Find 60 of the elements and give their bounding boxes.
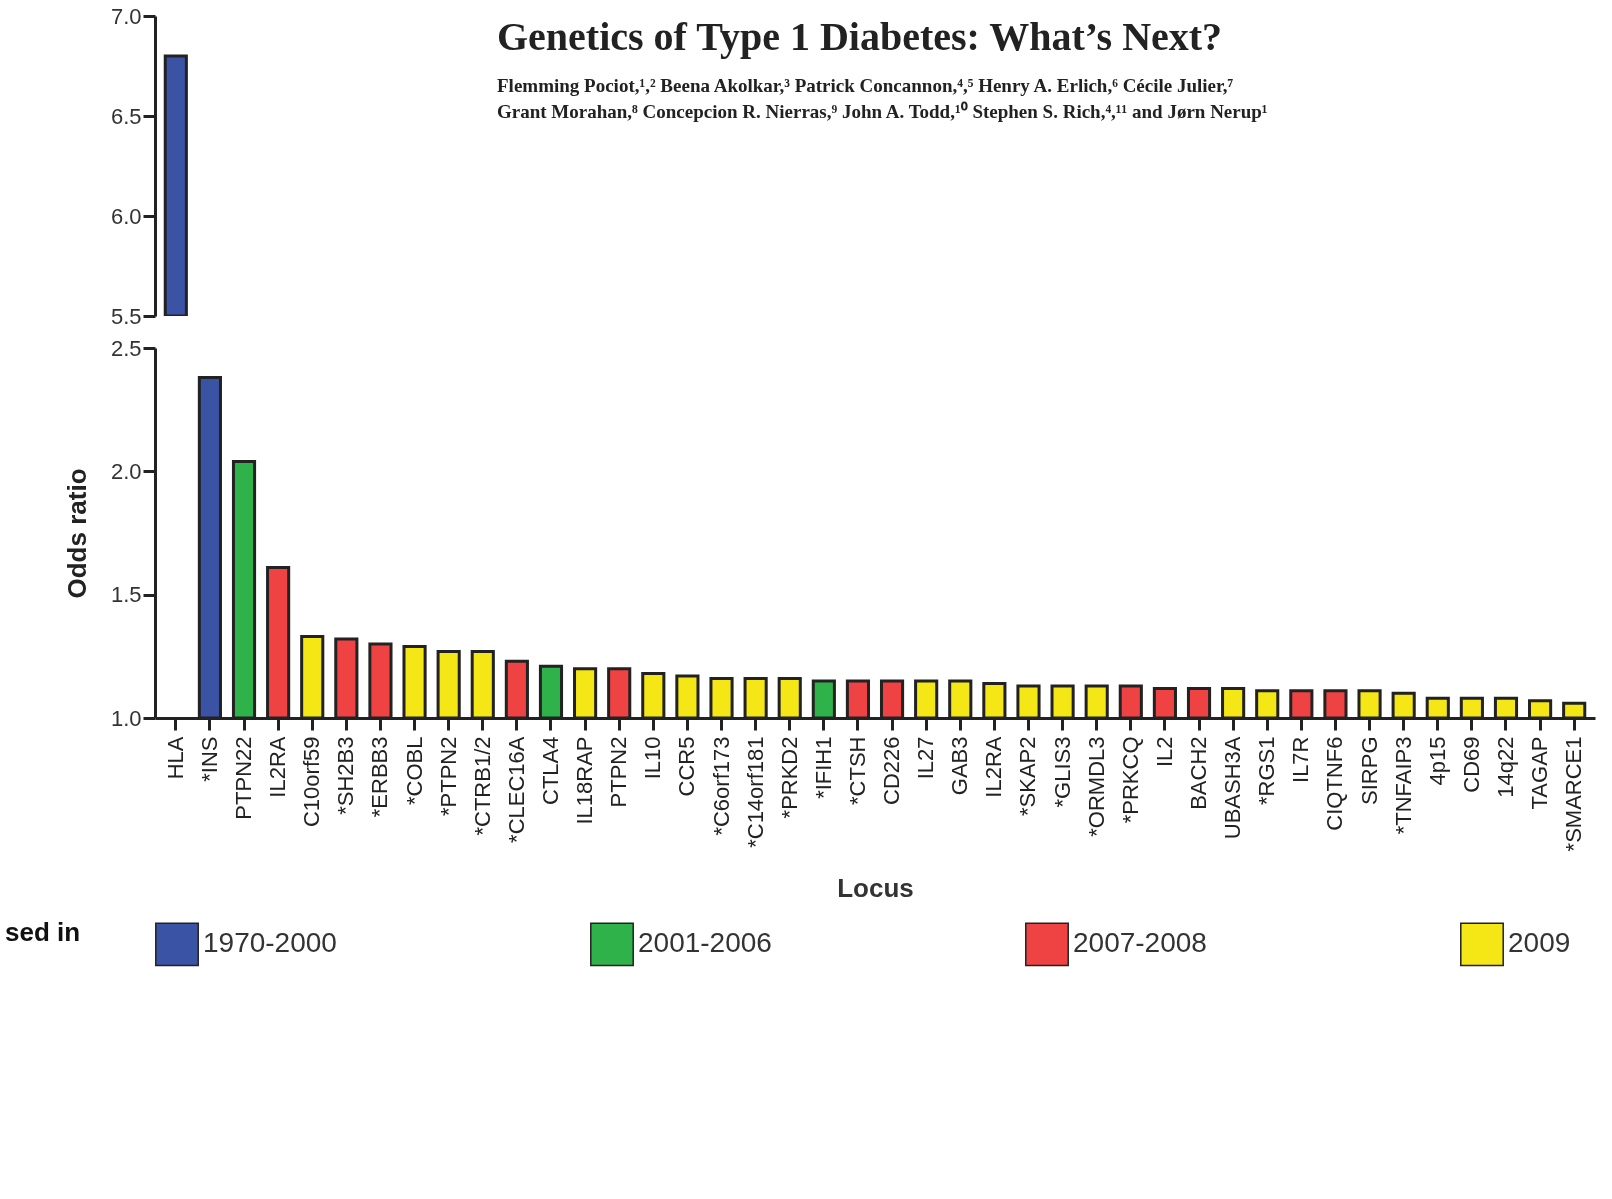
x-tick-label: *INS	[196, 736, 222, 782]
text: Genetics of Type 1 Diabetes: What’s Next?	[497, 14, 1223, 59]
x-tick-label: IL10	[640, 736, 666, 780]
x-tick-label: *ERBB3	[367, 736, 393, 818]
x-tick-label: *CTSH	[844, 736, 870, 805]
y-tick-label: 6.5	[110, 103, 142, 129]
x-tick-label: CTLA4	[537, 736, 563, 805]
x-tick-label: *CLEC16A	[503, 736, 529, 843]
y-tick-label: 6.0	[110, 203, 142, 229]
x-tick-label: *SKAP2	[1015, 736, 1041, 816]
y-tick-label: 2.0	[110, 458, 142, 484]
x-tick-label: *C14orf181	[742, 736, 768, 848]
x-tick-label: *PTPN2	[435, 736, 461, 816]
x-tick-label: UBASH3A	[1220, 736, 1246, 840]
y-tick-label: 1.0	[110, 705, 142, 731]
x-tick-label: *PRKD2	[776, 736, 802, 819]
x-tick-label: HLA	[162, 736, 188, 780]
x-tick-label: CCR5	[674, 736, 700, 797]
text: Flemming Pociot,¹,² Beena Akolkar,³ Patrick Concannon,⁴,⁵ Henry A. Erlich,⁶ Cécile Julier,⁷	[497, 75, 1234, 96]
x-tick-label: 14q22	[1492, 736, 1518, 798]
y-tick-label: 2.5	[110, 335, 142, 361]
text: sed in	[5, 917, 81, 947]
x-tick-label: *COBL	[401, 736, 427, 805]
x-tick-label: IL7R	[1288, 736, 1314, 783]
x-tick-label: IL18RAP	[572, 736, 598, 825]
x-tick-label: *C6orf173	[708, 736, 734, 836]
x-tick-label: TAGAP	[1527, 736, 1553, 810]
x-tick-label: *RGS1	[1254, 736, 1280, 805]
x-tick-label: *IFIH1	[810, 736, 836, 799]
x-tick-label: 4p15	[1424, 736, 1450, 786]
y-axis-title: Odds ratio	[61, 468, 92, 599]
x-tick-label: *SMARCE1	[1561, 736, 1587, 852]
y-tick-label: 1.5	[110, 582, 142, 608]
x-tick-label: IL27	[913, 736, 939, 780]
x-tick-label: *TNFAIP3	[1390, 736, 1416, 835]
x-tick-label: IL2RA	[265, 736, 291, 798]
x-tick-label: CIQTNF6	[1322, 736, 1348, 831]
x-tick-label: CD226	[879, 736, 905, 805]
x-tick-label: CD69	[1458, 736, 1484, 793]
legend-label: 2009	[1508, 927, 1571, 959]
legend-label: 1970-2000	[203, 927, 337, 959]
x-tick-label: *GLIS3	[1049, 736, 1075, 808]
x-tick-label: *SH2B3	[333, 736, 359, 815]
x-tick-label: C10orf59	[299, 736, 325, 828]
x-tick-label: GAB3	[947, 736, 973, 796]
text: Grant Morahan,⁸ Concepcion R. Nierras,⁹ John A. Todd,¹⁰ Stephen S. Rich,⁴,¹¹ and Jørn Nerup¹	[497, 101, 1268, 122]
x-tick-label: BACH2	[1186, 736, 1212, 810]
x-tick-label: PTPN22	[231, 736, 257, 820]
x-tick-label: *CTRB1/2	[469, 736, 495, 836]
x-axis-title: Locus	[837, 873, 914, 904]
x-tick-label: *ORMDL3	[1083, 736, 1109, 837]
legend-label: 2007-2008	[1073, 927, 1207, 959]
x-tick-label: *PRKCQ	[1117, 736, 1143, 824]
x-tick-label: SIRPG	[1356, 736, 1382, 805]
x-tick-label: IL2	[1151, 736, 1177, 768]
y-tick-label: 7.0	[110, 3, 142, 29]
legend-label: 2001-2006	[638, 927, 772, 959]
x-tick-label: PTPN2	[606, 736, 632, 808]
y-tick-label: 5.5	[110, 303, 142, 329]
x-tick-label: IL2RA	[981, 736, 1007, 798]
